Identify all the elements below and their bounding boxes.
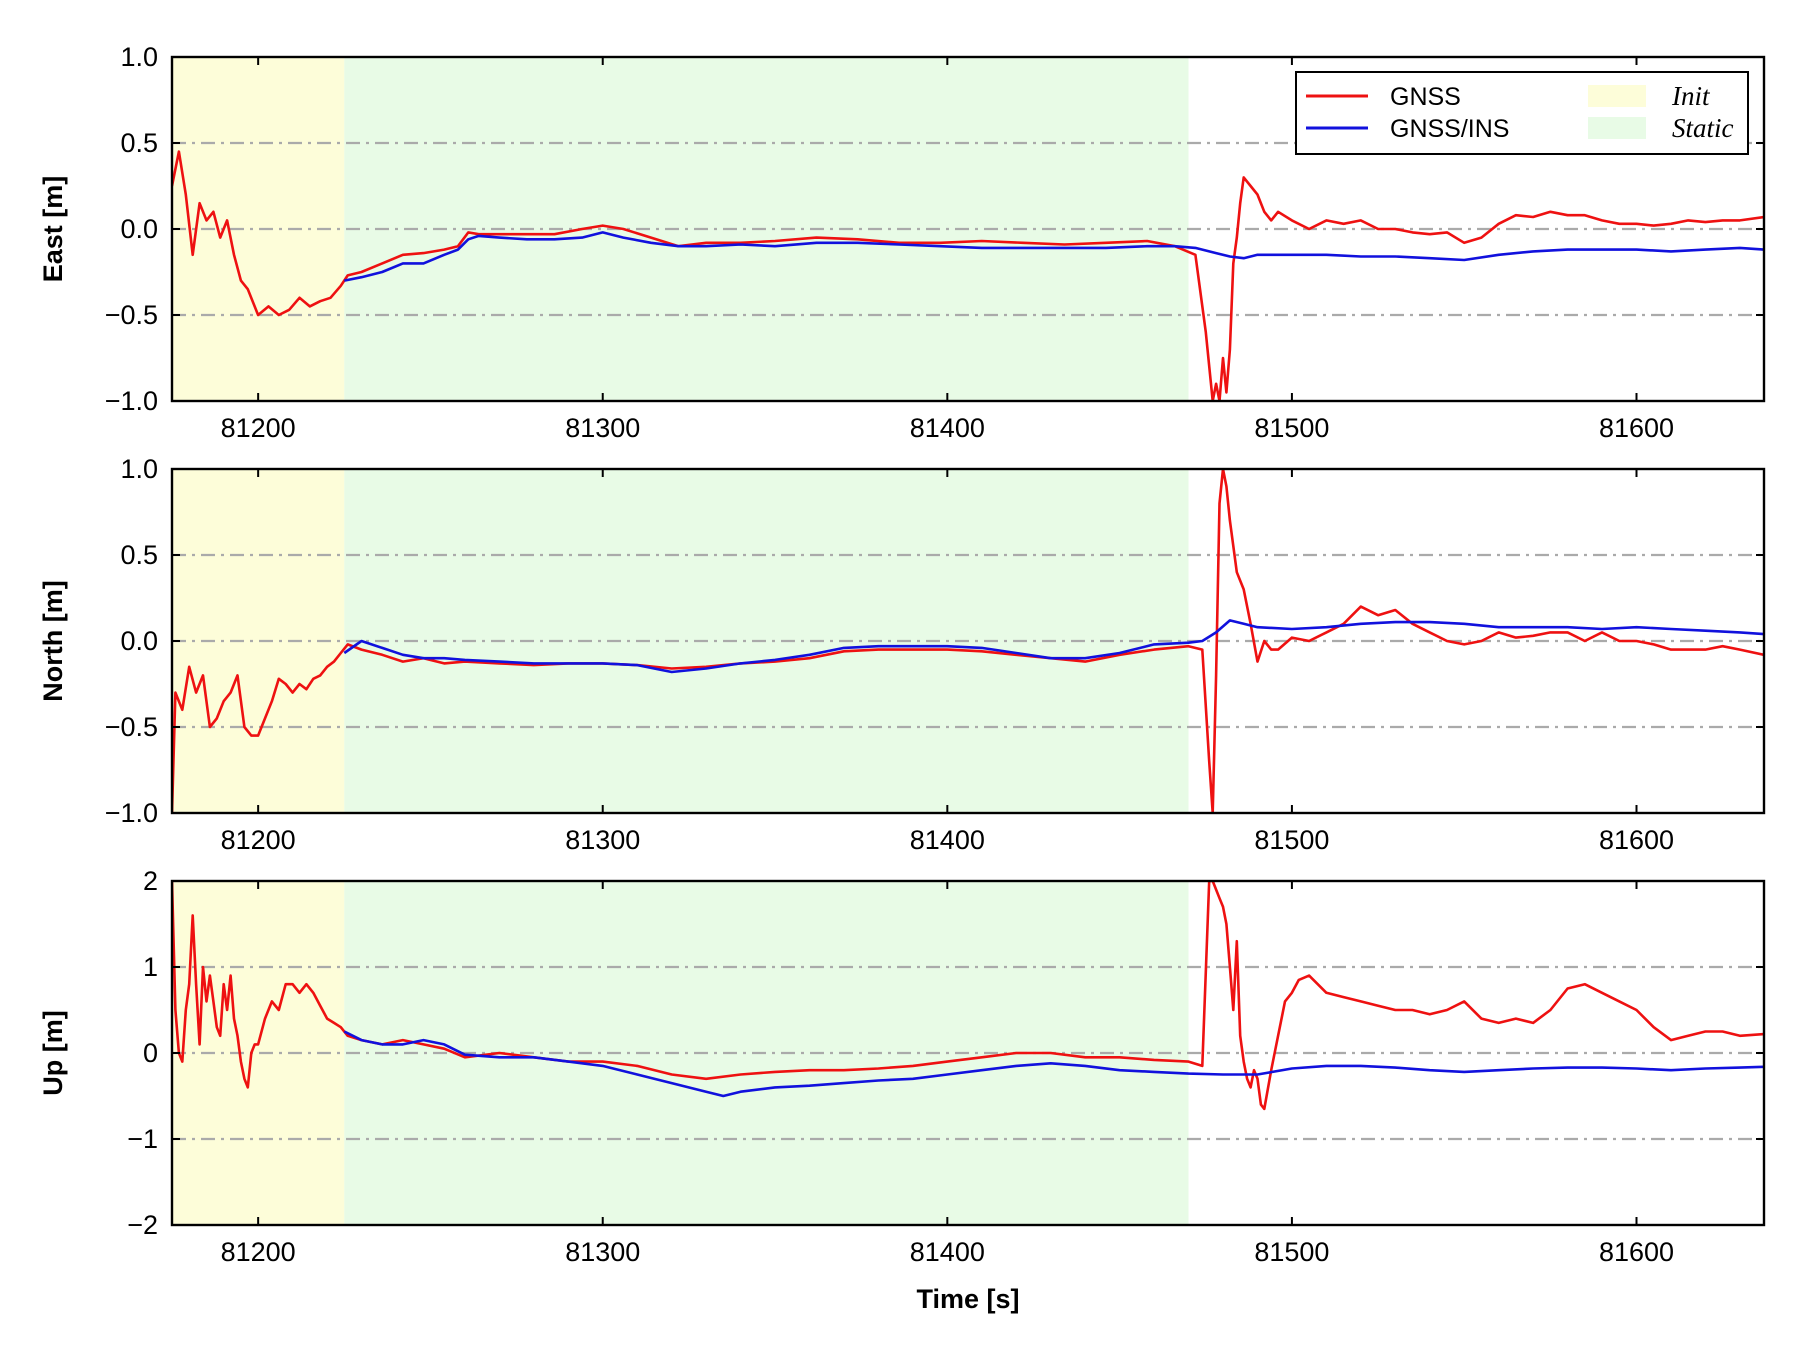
y-tick-label: −0.5 (105, 300, 158, 330)
series-line-gnss-ins (343, 1030, 1764, 1098)
x-tick-label: 81600 (1599, 825, 1674, 855)
legend-swatch-patch (1588, 117, 1646, 139)
y-tick-label: 0.0 (120, 214, 158, 244)
y-axis-title: Up [m] (38, 1010, 68, 1095)
y-tick-label: −1.0 (105, 798, 158, 828)
x-tick-label: 81300 (565, 413, 640, 443)
y-tick-label: 1.0 (120, 454, 158, 484)
panel-1: 81200 81300 81400 81500 81600 −1.0 −0.5 0.0 0.5 1… (38, 42, 1766, 443)
shaded-region-init (172, 469, 345, 813)
series-line-gnss-ins (343, 619, 1764, 674)
x-tick-label: 81600 (1599, 413, 1674, 443)
y-tick-label: −2 (127, 1210, 158, 1240)
shaded-region-init (172, 881, 345, 1225)
x-tick-label: 81400 (910, 1237, 985, 1267)
legend-swatch-patch (1588, 85, 1646, 107)
y-tick-label: 0.0 (120, 626, 158, 656)
x-tick-label: 81200 (221, 825, 296, 855)
panel-2: 81200 81300 81400 81500 81600 −1.0 −0.5 0.0 0.5 1… (38, 454, 1766, 855)
x-tick-label: 81500 (1254, 825, 1329, 855)
y-tick-label: 1.0 (120, 42, 158, 72)
y-tick-label: −1 (127, 1124, 158, 1154)
y-tick-label: −1.0 (105, 386, 158, 416)
legend-label: Static (1672, 113, 1734, 143)
legend-box (1295, 71, 1749, 155)
x-tick-label: 81400 (910, 825, 985, 855)
x-tick-label: 81500 (1254, 413, 1329, 443)
x-axis-title: Time [s] (916, 1284, 1019, 1314)
legend-label: Init (1671, 81, 1711, 111)
y-tick-label: −0.5 (105, 712, 158, 742)
x-tick-label: 81200 (221, 1237, 296, 1267)
y-tick-label: 2 (143, 866, 158, 896)
shaded-region-init (172, 57, 345, 401)
series-line-gnss (172, 150, 1764, 401)
legend-label: GNSS (1390, 83, 1461, 111)
panel-3: 81200 81300 81400 81500 81600 −2 −1 0 1 2 Up [m] (38, 866, 1766, 1267)
x-tick-label: 81300 (565, 1237, 640, 1267)
x-tick-label: 81500 (1254, 1237, 1329, 1267)
x-tick-label: 81600 (1599, 1237, 1674, 1267)
series-line-gnss-ins (344, 231, 1764, 282)
series-line-gnss (172, 881, 1764, 1111)
x-tick-label: 81400 (910, 413, 985, 443)
y-tick-label: 1 (143, 952, 158, 982)
legend-label: GNSS/INS (1390, 115, 1509, 143)
x-tick-label: 81200 (221, 413, 296, 443)
series-line-gnss (172, 469, 1764, 813)
y-axis-title: North [m] (38, 580, 68, 701)
y-axis-title: East [m] (38, 176, 68, 283)
y-tick-label: 0.5 (120, 540, 158, 570)
y-tick-label: 0 (143, 1038, 158, 1068)
y-tick-label: 0.5 (120, 128, 158, 158)
x-tick-label: 81300 (565, 825, 640, 855)
